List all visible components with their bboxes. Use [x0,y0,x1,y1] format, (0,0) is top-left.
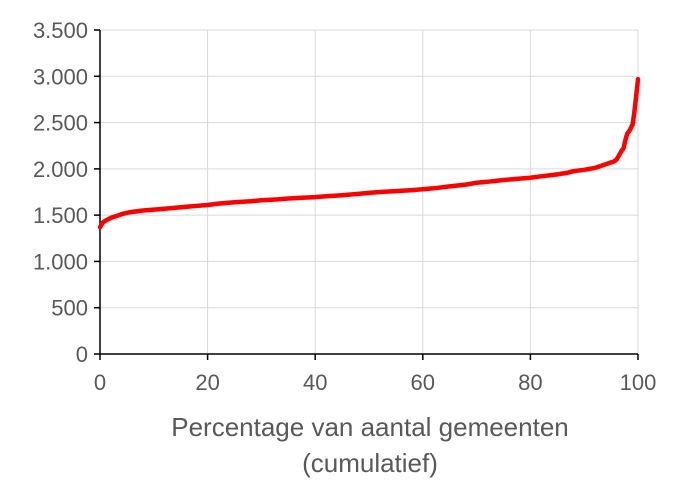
series-layer [97,76,641,230]
y-tick-label: 1.000 [33,249,88,274]
axes [94,29,639,360]
x-axis-title-line-2: (cumulatief) [302,448,438,478]
y-tick-label: 3.000 [33,64,88,89]
y-tick-label: 500 [51,296,88,321]
x-tick-label: 60 [411,370,435,395]
x-tick-label: 80 [518,370,542,395]
series-line [97,76,641,230]
y-tick-label: 2.500 [33,111,88,136]
tick-labels: 0 500 1.000 1.500 2.000 2.500 3.000 3.500 0 20 40 6… [33,18,656,395]
y-tick-label: 2.000 [33,157,88,182]
y-tick-label: 0 [76,342,88,367]
x-tick-label: 0 [94,370,106,395]
x-tick-label: 20 [195,370,219,395]
y-tick-label: 1.500 [33,203,88,228]
y-tick-label: 3.500 [33,18,88,43]
x-tick-label: 40 [303,370,327,395]
x-axis-title-line-1: Percentage van aantal gemeenten [171,412,569,442]
x-tick-label: 100 [620,370,657,395]
